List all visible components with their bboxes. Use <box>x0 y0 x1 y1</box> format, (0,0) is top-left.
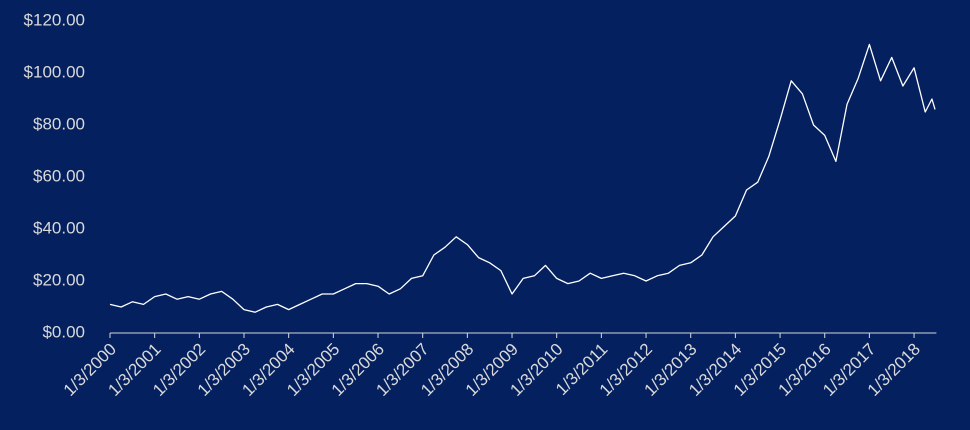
price-line <box>109 43 936 313</box>
y-tick-label: $40.00 <box>33 218 85 237</box>
y-tick-label: $20.00 <box>33 270 85 289</box>
y-tick-label: $0.00 <box>42 322 85 341</box>
y-tick-label: $80.00 <box>33 114 85 133</box>
y-tick-label: $120.00 <box>24 10 85 29</box>
y-tick-label: $100.00 <box>24 62 85 81</box>
y-tick-label: $60.00 <box>33 166 85 185</box>
